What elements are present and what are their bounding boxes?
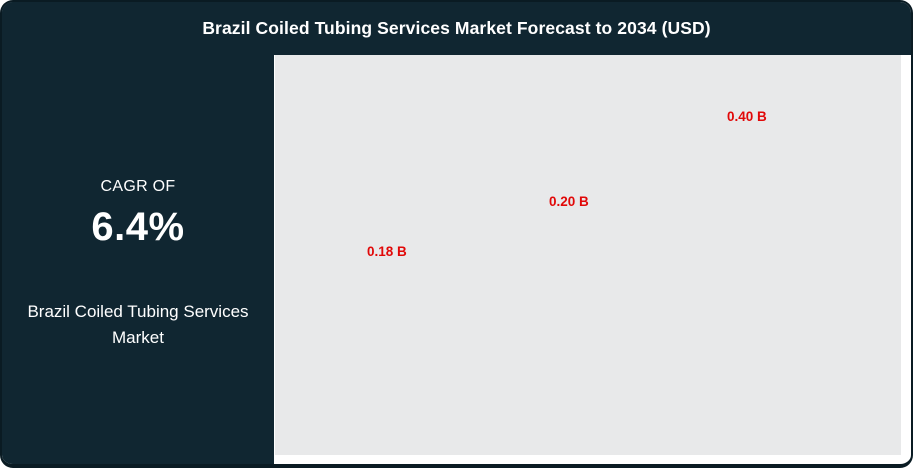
title-band: Brazil Coiled Tubing Services Market For…: [2, 2, 911, 55]
cagr-label: CAGR OF: [100, 178, 176, 195]
cagr-side-panel: CAGR OF 6.4% Brazil Coiled Tubing Servic…: [2, 2, 274, 464]
data-label-2025: 0.20 B: [549, 194, 589, 209]
chart-title: Brazil Coiled Tubing Services Market For…: [202, 18, 711, 38]
data-label-2024: 0.18 B: [367, 244, 407, 259]
cagr-value: 6.4%: [91, 205, 185, 249]
plot-area: 0.18 B 0.20 B 0.40 B: [275, 55, 901, 455]
data-label-2034: 0.40 B: [727, 109, 767, 124]
market-name: Brazil Coiled Tubing Services Market: [27, 302, 249, 348]
